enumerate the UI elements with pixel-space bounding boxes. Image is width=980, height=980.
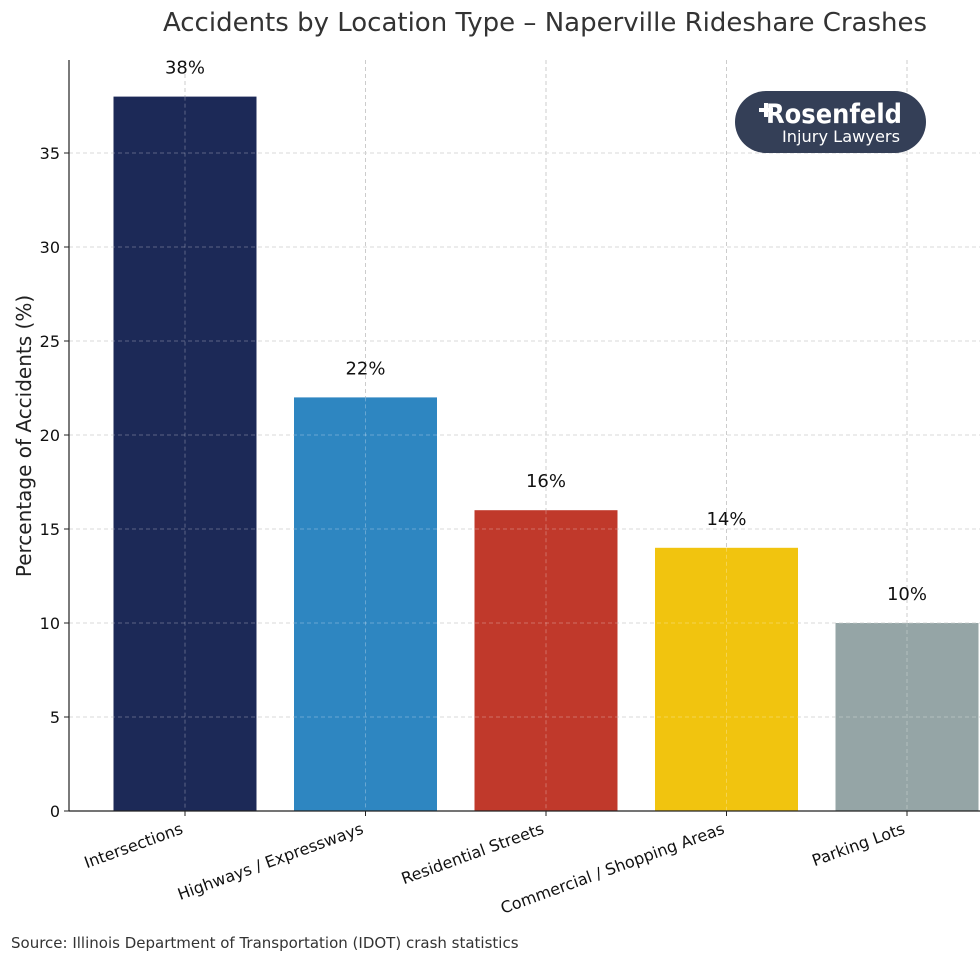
bars bbox=[69, 96, 980, 812]
source-note: Source: Illinois Department of Transport… bbox=[11, 934, 519, 952]
y-tick-label: 25 bbox=[40, 332, 60, 351]
data-label: 22% bbox=[345, 358, 385, 379]
bar bbox=[294, 397, 437, 811]
logo-badge bbox=[735, 91, 926, 153]
y-tick-label: 10 bbox=[40, 614, 60, 633]
x-tick-label: Residential Streets bbox=[399, 819, 547, 888]
logo-tagline: Injury Lawyers bbox=[782, 127, 900, 146]
rosenfeld-logo: Rosenfeld Injury Lawyers bbox=[735, 91, 926, 153]
y-tick-label: 20 bbox=[40, 426, 60, 445]
y-tick-label: 30 bbox=[40, 238, 60, 257]
x-tick-label: Highways / Expressways bbox=[175, 819, 366, 904]
data-label: 14% bbox=[706, 509, 746, 530]
logo-name: Rosenfeld bbox=[766, 99, 902, 130]
data-labels: 38% 22% 16% 14% 10% bbox=[165, 58, 927, 605]
y-tick-label: 15 bbox=[40, 520, 60, 539]
logo-cross-icon bbox=[759, 103, 773, 117]
x-tick-label: Parking Lots bbox=[809, 819, 907, 870]
y-tick-label: 0 bbox=[50, 802, 60, 821]
y-ticks: 0 5 10 15 20 25 30 35 bbox=[40, 144, 69, 821]
data-label: 16% bbox=[526, 471, 566, 492]
bar bbox=[113, 96, 257, 812]
data-label: 10% bbox=[887, 584, 927, 605]
chart-title: Accidents by Location Type – Naperville … bbox=[163, 8, 927, 38]
y-axis-label: Percentage of Accidents (%) bbox=[12, 295, 36, 577]
bar bbox=[474, 510, 618, 811]
data-label: 38% bbox=[165, 58, 205, 79]
x-tick-label: Intersections bbox=[82, 819, 186, 872]
bar bbox=[655, 547, 798, 811]
y-tick-label: 5 bbox=[50, 708, 60, 727]
y-tick-label: 35 bbox=[40, 144, 60, 163]
bar bbox=[835, 623, 979, 811]
